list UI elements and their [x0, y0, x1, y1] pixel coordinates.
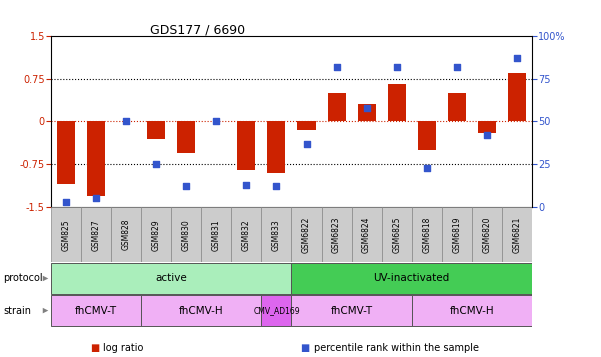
Text: GDS177 / 6690: GDS177 / 6690 [150, 23, 245, 36]
Bar [388, 84, 406, 121]
Text: GSM833: GSM833 [272, 219, 281, 251]
Bar [297, 121, 316, 130]
Text: GSM6818: GSM6818 [423, 217, 431, 253]
Text: strain: strain [3, 306, 31, 316]
Text: fhCMV-T: fhCMV-T [75, 306, 117, 316]
Text: UV-inactivated: UV-inactivated [374, 273, 450, 283]
FancyBboxPatch shape [291, 207, 322, 262]
FancyBboxPatch shape [51, 207, 81, 262]
FancyBboxPatch shape [141, 207, 171, 262]
Text: fhCMV-H: fhCMV-H [450, 306, 494, 316]
Point [482, 132, 492, 138]
Text: ■: ■ [300, 343, 310, 353]
Text: GSM828: GSM828 [122, 219, 130, 251]
Point [422, 165, 432, 171]
Point [151, 161, 161, 167]
Text: protocol: protocol [3, 273, 43, 283]
Text: ■: ■ [90, 343, 99, 353]
Point [182, 183, 191, 189]
FancyBboxPatch shape [382, 207, 412, 262]
Point [272, 183, 281, 189]
Text: GSM829: GSM829 [152, 219, 160, 251]
Bar [478, 121, 496, 133]
FancyBboxPatch shape [141, 296, 261, 326]
FancyBboxPatch shape [352, 207, 382, 262]
Text: GSM832: GSM832 [242, 219, 251, 251]
Text: GSM825: GSM825 [62, 219, 70, 251]
Text: GSM830: GSM830 [182, 219, 191, 251]
Text: fhCMV-H: fhCMV-H [179, 306, 224, 316]
Point [512, 55, 522, 61]
Bar [358, 104, 376, 121]
Text: GSM6825: GSM6825 [392, 216, 401, 253]
FancyBboxPatch shape [322, 207, 352, 262]
FancyBboxPatch shape [201, 207, 231, 262]
Text: active: active [156, 273, 187, 283]
FancyBboxPatch shape [261, 296, 291, 326]
FancyBboxPatch shape [111, 207, 141, 262]
Point [121, 119, 131, 124]
Text: GSM6819: GSM6819 [453, 216, 461, 253]
Point [242, 182, 251, 188]
FancyBboxPatch shape [412, 207, 442, 262]
FancyBboxPatch shape [442, 207, 472, 262]
Bar [147, 121, 165, 139]
Point [302, 141, 311, 146]
FancyBboxPatch shape [291, 263, 532, 293]
FancyBboxPatch shape [231, 207, 261, 262]
Bar [237, 121, 255, 170]
FancyBboxPatch shape [502, 207, 532, 262]
Bar [418, 121, 436, 150]
Bar [267, 121, 285, 173]
Point [392, 64, 401, 69]
Point [332, 64, 341, 69]
FancyBboxPatch shape [472, 207, 502, 262]
FancyBboxPatch shape [51, 263, 291, 293]
FancyBboxPatch shape [51, 296, 141, 326]
FancyBboxPatch shape [412, 296, 532, 326]
FancyBboxPatch shape [261, 207, 291, 262]
Point [91, 196, 101, 201]
Text: percentile rank within the sample: percentile rank within the sample [314, 343, 479, 353]
Text: log ratio: log ratio [103, 343, 144, 353]
Text: GSM6824: GSM6824 [362, 216, 371, 253]
Text: GSM827: GSM827 [92, 219, 100, 251]
Text: fhCMV-T: fhCMV-T [331, 306, 373, 316]
Bar [448, 93, 466, 121]
FancyBboxPatch shape [291, 296, 412, 326]
Bar [87, 121, 105, 196]
Point [452, 64, 462, 69]
Bar [57, 121, 75, 184]
Point [61, 199, 71, 205]
Point [212, 119, 221, 124]
Text: GSM6820: GSM6820 [483, 216, 491, 253]
Text: CMV_AD169: CMV_AD169 [253, 306, 300, 315]
FancyBboxPatch shape [81, 207, 111, 262]
FancyBboxPatch shape [171, 207, 201, 262]
Text: GSM831: GSM831 [212, 219, 221, 251]
Bar [177, 121, 195, 153]
Text: GSM6822: GSM6822 [302, 217, 311, 253]
Text: GSM6823: GSM6823 [332, 216, 341, 253]
Text: GSM6821: GSM6821 [513, 217, 521, 253]
Bar [328, 93, 346, 121]
Bar [508, 73, 526, 121]
Point [362, 105, 371, 111]
